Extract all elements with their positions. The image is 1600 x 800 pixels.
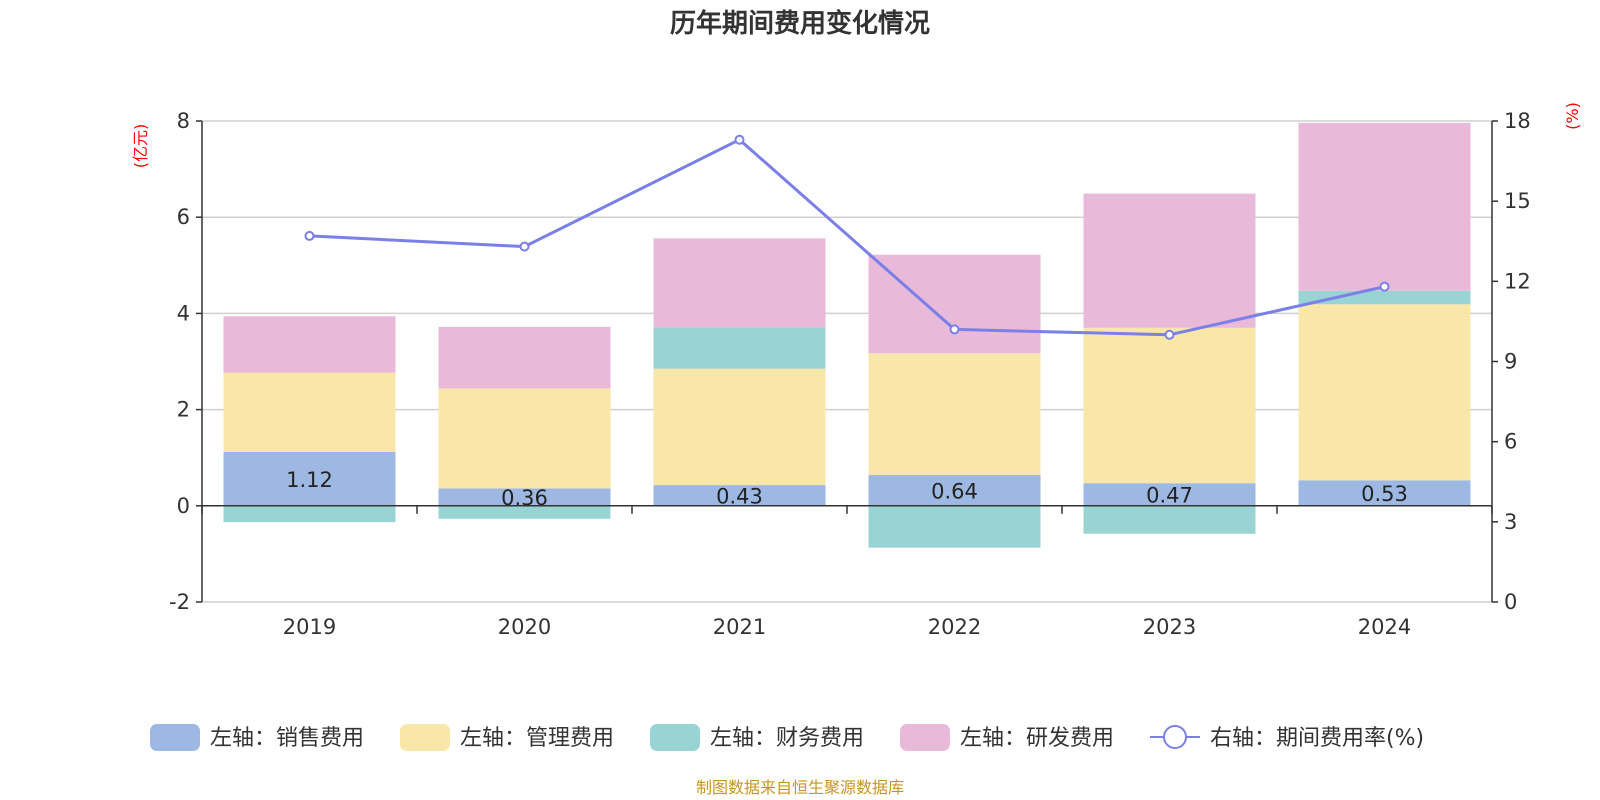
legend-swatch — [400, 724, 450, 751]
rate-line — [304, 134, 1390, 340]
right-tick-label: 0 — [1504, 590, 1517, 614]
right-tick-label: 3 — [1504, 510, 1517, 534]
category-label: 2023 — [1143, 615, 1196, 639]
rate-point-2021[interactable] — [734, 134, 745, 145]
rate-point-2020[interactable] — [519, 241, 530, 252]
category-label: 2021 — [713, 615, 766, 639]
data-label: 0.64 — [931, 479, 978, 503]
left-tick-label: 2 — [177, 398, 190, 422]
category-label: 2022 — [928, 615, 981, 639]
chart-title: 历年期间费用变化情况 — [670, 8, 930, 39]
data-label: 0.47 — [1146, 483, 1193, 507]
bar-管理费用-2021[interactable] — [653, 368, 826, 486]
data-label: 0.53 — [1361, 482, 1408, 506]
rate-point-2019[interactable] — [304, 230, 315, 241]
bar-销售费用-2021[interactable] — [653, 485, 826, 506]
bar-销售费用-2022[interactable] — [868, 475, 1041, 506]
bar-管理费用-2023[interactable] — [1083, 327, 1256, 484]
bar-销售费用-2023[interactable] — [1083, 483, 1256, 506]
left-tick-label: 8 — [177, 109, 190, 133]
bar-销售费用-2019[interactable] — [223, 451, 396, 506]
bar-管理费用-2024[interactable] — [1298, 304, 1471, 481]
bar-财务费用-2023[interactable] — [1083, 505, 1256, 534]
legend-label: 右轴：期间费用率(%) — [1210, 726, 1424, 751]
bar-管理费用-2022[interactable] — [868, 353, 1041, 476]
bar-管理费用-2019[interactable] — [223, 372, 396, 452]
right-tick-label: 12 — [1504, 269, 1531, 293]
left-tick-label: -2 — [169, 590, 190, 614]
bar-财务费用-2019[interactable] — [223, 505, 396, 523]
left-tick-label: 0 — [177, 494, 190, 518]
right-tick-label: 6 — [1504, 430, 1517, 454]
bars — [223, 122, 1471, 548]
right-tick-label: 15 — [1504, 189, 1531, 213]
bar-研发费用-2022[interactable] — [868, 254, 1041, 354]
grid — [202, 120, 1492, 603]
bar-研发费用-2019[interactable] — [223, 316, 396, 373]
bar-研发费用-2023[interactable] — [1083, 193, 1256, 328]
rate-point-2022[interactable] — [949, 324, 960, 335]
left-tick-label: 6 — [177, 205, 190, 229]
data-label: 0.36 — [501, 486, 548, 510]
category-label: 2019 — [283, 615, 336, 639]
legend-item-销售费用[interactable]: 左轴：销售费用 — [150, 724, 364, 751]
legend-swatch — [150, 724, 200, 751]
data-labels: 1.12 0.36 0.43 0.64 0.47 0.53 — [286, 468, 1408, 510]
legend-label: 左轴：管理费用 — [460, 726, 614, 751]
bar-研发费用-2020[interactable] — [438, 326, 611, 389]
legend-label: 左轴：销售费用 — [210, 726, 364, 751]
category-label: 2024 — [1358, 615, 1411, 639]
right-tick-label: 18 — [1504, 109, 1531, 133]
legend-label: 左轴：研发费用 — [960, 726, 1114, 751]
legend[interactable]: 左轴：销售费用 左轴：管理费用 左轴：财务费用 左轴：研发费用 右轴：期间费用率(%) — [150, 724, 1424, 751]
bar-研发费用-2021[interactable] — [653, 238, 826, 328]
rate-point-2023[interactable] — [1164, 329, 1175, 340]
legend-swatch — [900, 724, 950, 751]
axes: -2 0 2 4 6 8 0 3 6 9 12 15 18 2019 2020 2021 2022 2023 202… — [169, 109, 1531, 639]
right-axis-unit: (%) — [1563, 102, 1582, 130]
left-axis-unit: (亿元) — [131, 124, 150, 169]
rate-point-2024[interactable] — [1379, 281, 1390, 292]
legend-swatch — [650, 724, 700, 751]
bar-财务费用-2022[interactable] — [868, 505, 1041, 548]
source-note: 制图数据来自恒生聚源数据库 — [696, 778, 904, 797]
rate-line-path — [309, 137, 1385, 337]
category-label: 2020 — [498, 615, 551, 639]
bar-研发费用-2024[interactable] — [1298, 122, 1471, 291]
right-tick-label: 9 — [1504, 350, 1517, 374]
left-tick-label: 4 — [177, 301, 190, 325]
data-label: 1.12 — [286, 468, 333, 492]
bar-销售费用-2020[interactable] — [438, 488, 611, 506]
legend-label: 左轴：财务费用 — [710, 726, 864, 751]
bar-财务费用-2024[interactable] — [1298, 290, 1471, 305]
bar-财务费用-2020[interactable] — [438, 505, 611, 519]
bar-销售费用-2024[interactable] — [1298, 480, 1471, 506]
legend-marker — [1163, 725, 1187, 749]
bar-管理费用-2020[interactable] — [438, 388, 611, 489]
legend-item-管理费用[interactable]: 左轴：管理费用 — [400, 724, 614, 751]
data-label: 0.43 — [716, 484, 763, 508]
legend-item-研发费用[interactable]: 左轴：研发费用 — [900, 724, 1114, 751]
legend-item-期间费用率(%)[interactable]: 右轴：期间费用率(%) — [1150, 725, 1424, 751]
legend-item-财务费用[interactable]: 左轴：财务费用 — [650, 724, 864, 751]
bar-财务费用-2021[interactable] — [653, 327, 826, 369]
